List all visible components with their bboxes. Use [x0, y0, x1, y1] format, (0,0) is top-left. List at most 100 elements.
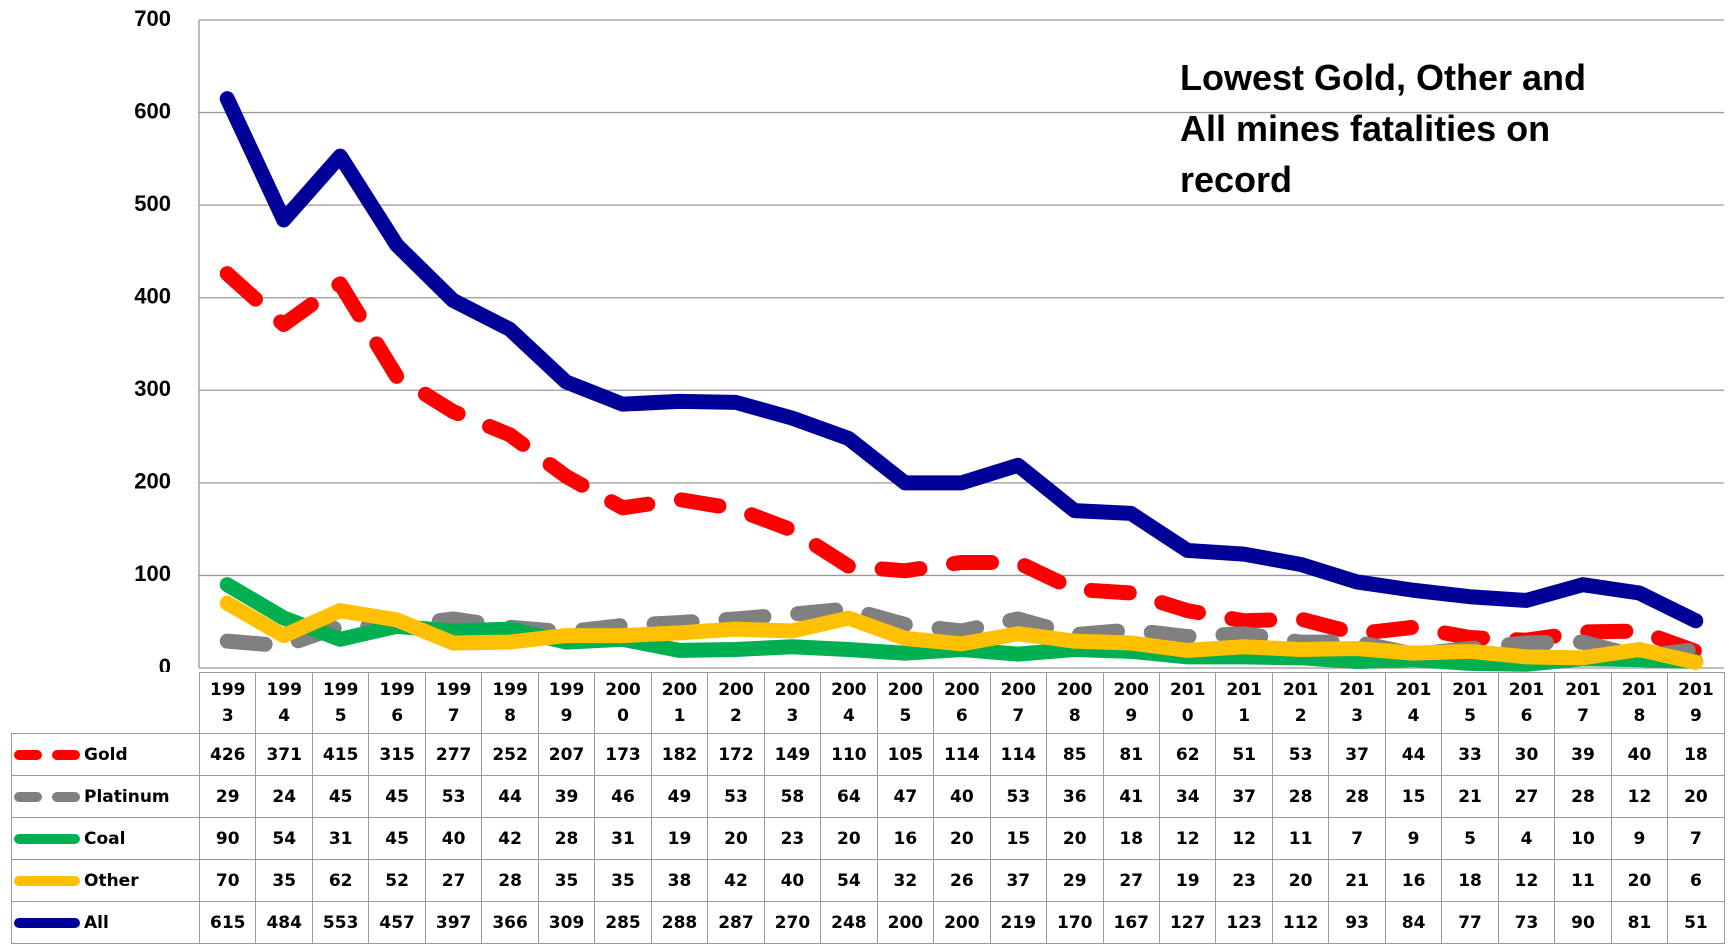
- table-value: 53: [1272, 734, 1328, 776]
- table-value: 20: [821, 818, 877, 860]
- table-value: 12: [1159, 818, 1215, 860]
- table-value: 34: [1159, 776, 1215, 818]
- x-tick-label: 2009: [1103, 673, 1159, 734]
- table-value: 7: [1329, 818, 1385, 860]
- table-value: 15: [990, 818, 1046, 860]
- x-tick-label: 2002: [708, 673, 764, 734]
- table-value: 7: [1668, 818, 1724, 860]
- legend-label: Gold: [84, 745, 128, 765]
- table-value: 39: [538, 776, 594, 818]
- table-value: 47: [877, 776, 933, 818]
- y-tick-label: 500: [134, 191, 171, 216]
- table-value: 18: [1103, 818, 1159, 860]
- table-value: 366: [482, 902, 538, 944]
- table-value: 41: [1103, 776, 1159, 818]
- table-value: 21: [1442, 776, 1498, 818]
- table-value: 9: [1385, 818, 1441, 860]
- table-value: 26: [934, 860, 990, 902]
- table-value: 45: [369, 776, 425, 818]
- table-value: 28: [538, 818, 594, 860]
- table-value: 15: [1385, 776, 1441, 818]
- x-tick-label: 2005: [877, 673, 933, 734]
- table-value: 27: [1498, 776, 1554, 818]
- x-tick-label: 2003: [764, 673, 820, 734]
- legend-swatch: [14, 916, 80, 930]
- table-value: 105: [877, 734, 933, 776]
- table-value: 309: [538, 902, 594, 944]
- table-value: 16: [1385, 860, 1441, 902]
- table-value: 200: [877, 902, 933, 944]
- table-value: 18: [1668, 734, 1724, 776]
- table-value: 54: [821, 860, 877, 902]
- table-value: 44: [482, 776, 538, 818]
- x-tick-label: 1996: [369, 673, 425, 734]
- table-value: 21: [1329, 860, 1385, 902]
- table-value: 90: [200, 818, 256, 860]
- table-value: 415: [312, 734, 368, 776]
- table-value: 10: [1555, 818, 1611, 860]
- table-value: 53: [990, 776, 1046, 818]
- table-value: 31: [595, 818, 651, 860]
- table-value: 23: [1216, 860, 1272, 902]
- table-value: 51: [1668, 902, 1724, 944]
- y-tick-label: 600: [134, 98, 171, 123]
- table-value: 170: [1047, 902, 1103, 944]
- legend-label: Platinum: [84, 787, 170, 807]
- table-value: 288: [651, 902, 707, 944]
- x-tick-label: 2018: [1611, 673, 1667, 734]
- y-tick-label: 700: [134, 6, 171, 31]
- table-value: 54: [256, 818, 312, 860]
- table-value: 252: [482, 734, 538, 776]
- table-value: 20: [1047, 818, 1103, 860]
- x-tick-label: 2011: [1216, 673, 1272, 734]
- table-value: 123: [1216, 902, 1272, 944]
- x-tick-label: 2008: [1047, 673, 1103, 734]
- table-value: 4: [1498, 818, 1554, 860]
- series-row: Platinum29244545534439464953586447405336…: [12, 776, 1725, 818]
- legend-entry: Gold: [12, 734, 200, 776]
- table-value: 62: [1159, 734, 1215, 776]
- table-value: 37: [1216, 776, 1272, 818]
- x-tick-label: 1999: [538, 673, 594, 734]
- x-tick-label: 2017: [1555, 673, 1611, 734]
- table-value: 18: [1442, 860, 1498, 902]
- table-value: 484: [256, 902, 312, 944]
- table-value: 46: [595, 776, 651, 818]
- table-value: 42: [708, 860, 764, 902]
- table-value: 81: [1611, 902, 1667, 944]
- table-value: 20: [708, 818, 764, 860]
- table-value: 11: [1555, 860, 1611, 902]
- table-value: 49: [651, 776, 707, 818]
- table-value: 73: [1498, 902, 1554, 944]
- table-value: 31: [312, 818, 368, 860]
- legend-entry: All: [12, 902, 200, 944]
- legend-swatch: [14, 790, 80, 804]
- table-value: 35: [538, 860, 594, 902]
- x-tick-label: 1993: [200, 673, 256, 734]
- table-value: 30: [1498, 734, 1554, 776]
- table-value: 19: [1159, 860, 1215, 902]
- x-tick-label: 2007: [990, 673, 1046, 734]
- legend-label: All: [84, 913, 109, 933]
- series-row: Other70356252272835353842405432263729271…: [12, 860, 1725, 902]
- table-value: 182: [651, 734, 707, 776]
- legend-label: Other: [84, 871, 139, 891]
- table-value: 81: [1103, 734, 1159, 776]
- table-value: 19: [651, 818, 707, 860]
- x-tick-label: 1994: [256, 673, 312, 734]
- table-value: 315: [369, 734, 425, 776]
- table-value: 33: [1442, 734, 1498, 776]
- x-tick-label: 1995: [312, 673, 368, 734]
- table-value: 53: [708, 776, 764, 818]
- table-value: 40: [1611, 734, 1667, 776]
- table-value: 40: [425, 818, 481, 860]
- table-value: 615: [200, 902, 256, 944]
- table-value: 127: [1159, 902, 1215, 944]
- table-value: 397: [425, 902, 481, 944]
- table-value: 40: [934, 776, 990, 818]
- table-value: 20: [1668, 776, 1724, 818]
- y-tick-label: 300: [134, 376, 171, 401]
- table-value: 70: [200, 860, 256, 902]
- table-value: 200: [934, 902, 990, 944]
